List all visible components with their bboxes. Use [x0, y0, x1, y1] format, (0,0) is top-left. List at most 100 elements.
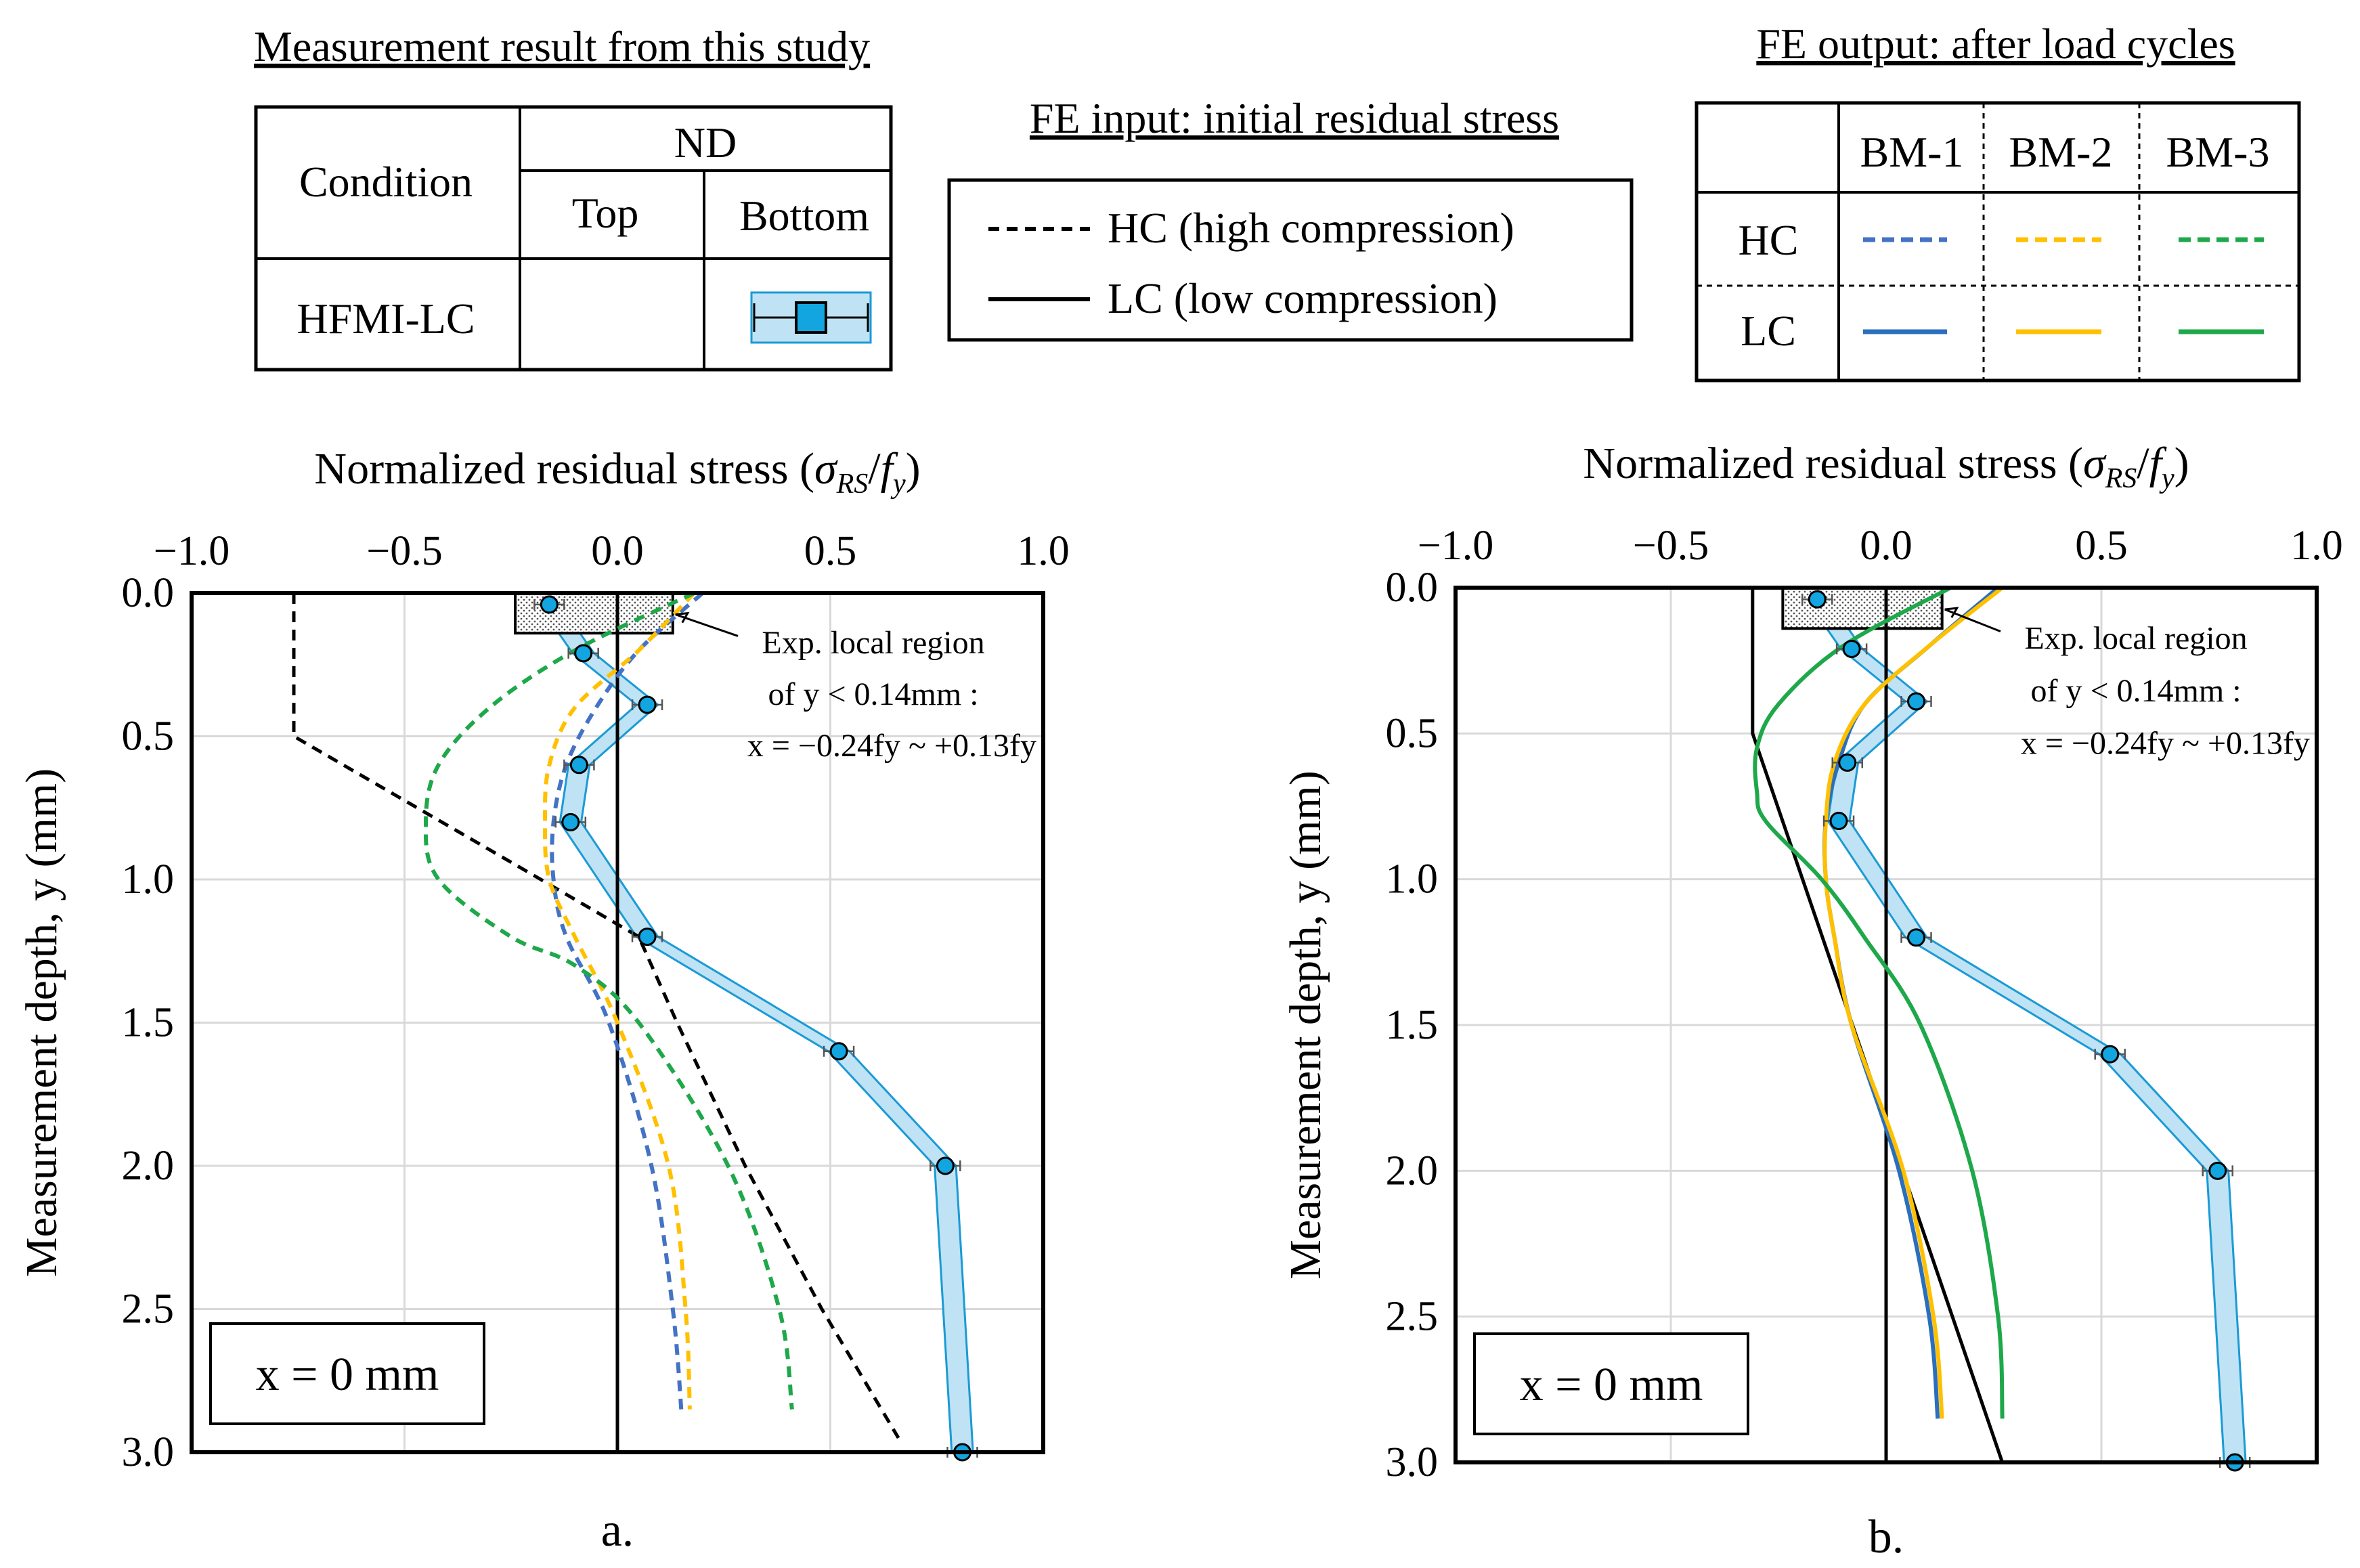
x-tick-label: −1.0: [154, 528, 230, 574]
annotation-arrow-head: [675, 611, 690, 624]
measured-point: [1808, 590, 1827, 609]
series-group: [292, 593, 900, 1452]
measured-point: [1842, 639, 1861, 658]
annotation-line3: x = −0.24fy ~ +0.13fy: [747, 728, 1036, 764]
series-line-bm-1-hc: [550, 593, 704, 1410]
legend-fe-output: FE output: after load cycles BM-1 BM-2 B…: [1695, 20, 2301, 383]
legend-fe-input: FE input: initial residual stress HC (hi…: [947, 94, 1634, 342]
y-tick-label: 3.0: [1386, 1439, 1439, 1485]
header-nd: ND: [674, 118, 737, 167]
measured-point: [829, 1042, 848, 1061]
x-tick-label: 1.0: [2290, 523, 2343, 569]
y-tick-label: 0.0: [1386, 565, 1439, 611]
x-axis-title-text: Normalized residual stress (: [314, 444, 814, 494]
x-tick-label: 0.5: [2075, 523, 2128, 569]
y-tick-label: 0.5: [1386, 710, 1439, 756]
lc-input-label: LC (low compression): [1108, 274, 1498, 322]
series-line-hc-input: [292, 593, 900, 1439]
y-tick-label: 3.0: [122, 1429, 175, 1475]
annotation-arrow-head: [1944, 607, 1959, 618]
hc-input-label: HC (high compression): [1108, 204, 1514, 252]
legend-measurement: Measurement result from this study Condi…: [254, 22, 893, 372]
y-tick-label: 1.5: [1386, 1002, 1439, 1048]
measured-point: [540, 595, 559, 614]
panel-label: a.: [601, 1504, 634, 1556]
row-lc: LC: [1741, 307, 1796, 355]
row-hc: HC: [1739, 216, 1799, 264]
measured-point: [638, 928, 657, 946]
annotation-line3: x = −0.24fy ~ +0.13fy: [2021, 725, 2310, 761]
measured-legend-glyph: [750, 291, 872, 344]
measured-point: [2101, 1045, 2120, 1064]
measured-point: [1838, 753, 1857, 772]
measured-point: [1907, 928, 1926, 947]
x-axis-title-sub: RS: [2105, 463, 2137, 494]
measured-point: [574, 644, 593, 663]
x-tick-label: 0.5: [804, 528, 857, 574]
position-note-box: [209, 1322, 485, 1425]
y-tick-label: 1.0: [1386, 856, 1439, 902]
y-axis-title: Measurement depth, y (mm): [17, 768, 66, 1277]
series-line-bm-3-lc: [1753, 588, 2005, 1419]
col-bm-2: BM-2: [2009, 128, 2113, 176]
local-region-box: [514, 592, 674, 635]
annotation-line1: Exp. local region: [2024, 620, 2247, 656]
x-tick-label: 1.0: [1017, 528, 1070, 574]
y-axis-title: Measurement depth, y (mm): [1281, 770, 1330, 1279]
x-tick-label: −0.5: [1633, 523, 1709, 569]
series-group: [1751, 588, 2005, 1462]
chart-panel-a: −1.0 −0.5 0.0 0.5 1.0 0.0 0.5 1.0 1.5 2.0 2.5 3.0 No…: [17, 444, 1070, 1556]
col-bm-3: BM-3: [2166, 128, 2270, 176]
plot-frame: [190, 591, 1045, 1454]
measured-point: [569, 756, 588, 775]
x-axis-title-sigma: σ: [2083, 439, 2107, 488]
x-axis-title-sub: RS: [836, 469, 869, 500]
x-axis-title-text: Normalized residual stress (: [1583, 439, 2083, 488]
y-tick-label: 2.5: [122, 1286, 175, 1332]
col-bm-1: BM-1: [1860, 128, 1964, 176]
measured-point: [1907, 692, 1926, 711]
x-tick-label: 0.0: [1860, 523, 1913, 569]
series-line-bm-2-lc: [1822, 588, 2004, 1419]
measured-point: [936, 1156, 955, 1175]
local-region-box: [1781, 586, 1944, 630]
annotation-line2: of y < 0.14mm :: [2030, 673, 2241, 709]
position-note: x = 0 mm: [256, 1349, 439, 1401]
measured-point: [2208, 1161, 2227, 1180]
x-tick-label: −0.5: [366, 528, 442, 574]
header-condition: Condition: [299, 158, 473, 206]
series-line-bm-3-hc: [423, 593, 794, 1410]
annotation-line1: Exp. local region: [762, 625, 984, 661]
x-axis-title-sigma: σ: [814, 444, 838, 494]
x-tick-label: 0.0: [591, 528, 644, 574]
measured-point: [561, 812, 580, 831]
x-axis-title-close: ): [2175, 439, 2189, 488]
row-hfmi-lc: HFMI-LC: [297, 295, 475, 343]
header-top: Top: [572, 189, 639, 237]
y-tick-label: 0.5: [122, 714, 175, 760]
header-bottom: Bottom: [739, 192, 869, 240]
panel-label: b.: [1869, 1511, 1904, 1563]
x-axis-title-slash: /: [868, 444, 881, 494]
measured-point: [1829, 812, 1848, 831]
position-note-box: [1473, 1332, 1749, 1435]
y-tick-label: 2.0: [122, 1143, 175, 1189]
x-axis-title: Normalized residual stress (σRS/fy): [1583, 439, 2189, 494]
y-tick-label: 2.5: [1386, 1294, 1439, 1340]
legend-fe-input-frame: [947, 178, 1634, 342]
x-axis-title-sub: y: [890, 469, 906, 500]
x-tick-label: −1.0: [1418, 523, 1493, 569]
series-line-hc-input: [1751, 588, 2005, 1462]
x-axis-title-sub: y: [2159, 463, 2175, 494]
chart-panel-b: −1.0 −0.5 0.0 0.5 1.0 0.0 0.5 1.0 1.5 2.0 2.5 3.0 No…: [1281, 439, 2343, 1563]
position-note: x = 0 mm: [1520, 1359, 1703, 1411]
x-axis-title: Normalized residual stress (σRS/fy): [314, 444, 920, 500]
y-tick-label: 0.0: [122, 570, 175, 616]
series-line-bm-2-hc: [543, 593, 696, 1410]
annotation-line2: of y < 0.14mm :: [768, 676, 978, 712]
y-tick-label: 1.0: [122, 856, 175, 902]
measured-point: [638, 695, 657, 714]
x-axis-title-close: ): [906, 444, 921, 494]
y-tick-label: 1.5: [122, 1000, 175, 1046]
